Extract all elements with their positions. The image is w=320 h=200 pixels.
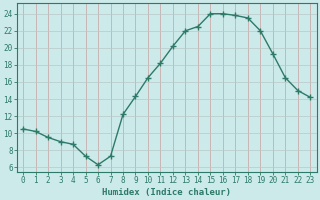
X-axis label: Humidex (Indice chaleur): Humidex (Indice chaleur) <box>102 188 231 197</box>
